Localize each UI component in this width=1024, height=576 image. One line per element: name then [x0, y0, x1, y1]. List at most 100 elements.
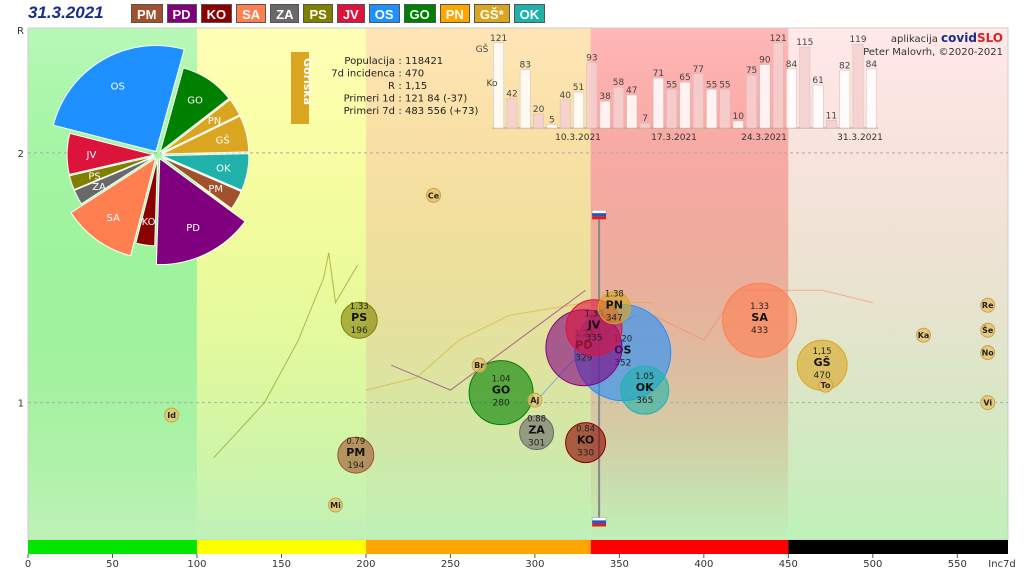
daily-bar-2 [519, 69, 531, 129]
daily-bar-value: 38 [599, 92, 611, 102]
pie-slice-label: PD [186, 223, 200, 234]
pie-slice-11[interactable] [66, 132, 155, 176]
stat-value-2: 1,15 [405, 81, 427, 92]
bubble-inc-label: 280 [493, 399, 510, 409]
xtick-label-1: 50 [106, 559, 119, 570]
bubble-r-label: 1.38 [605, 290, 624, 300]
pie-slice-0[interactable] [52, 45, 185, 153]
bubble-inc-label: 365 [636, 396, 653, 406]
town-code-label: Vi [983, 399, 992, 408]
stat-value-3: 121 84 (-37) [405, 94, 467, 105]
town-marker-6[interactable]: To [818, 377, 834, 393]
bubble-inc-label: 196 [351, 326, 368, 336]
pie-slice-7[interactable] [135, 158, 158, 247]
brand-covid[interactable]: covid [941, 31, 977, 45]
stat-value-1: 470 [405, 69, 424, 80]
daily-bar-value: 84 [866, 60, 878, 70]
stat-colon-1: : [398, 69, 401, 80]
bubble-r-label: 1.20 [613, 335, 632, 345]
pie-slice-10[interactable] [68, 155, 155, 191]
region-tab-0[interactable]: PM [131, 4, 163, 23]
pie-slice-2[interactable] [161, 98, 241, 154]
region-tab-4[interactable]: ZA [270, 4, 300, 23]
xtick-label-11: 550 [948, 559, 967, 570]
pie-slice-9[interactable] [73, 156, 155, 205]
pie-slice-6[interactable] [155, 157, 246, 266]
region-tab-5[interactable]: PS [303, 4, 333, 23]
region-tag-label: Goriška [301, 58, 314, 105]
region-tab-10[interactable]: GŠ* [473, 4, 510, 23]
region-tab-9[interactable]: PN [439, 4, 470, 23]
brand-slo[interactable]: SLO [977, 31, 1003, 45]
daily-prefix-label-0: GŠ [476, 43, 489, 55]
town-marker-3[interactable]: Aj [527, 392, 543, 408]
pie-slice-8[interactable] [70, 157, 157, 257]
town-marker-0[interactable]: Id [164, 407, 180, 423]
region-tab-3[interactable]: SA [236, 4, 267, 23]
pie-slice-label: OS [111, 81, 125, 92]
ytick-label-0: 1 [18, 399, 24, 410]
region-tab-6[interactable]: JV [336, 4, 365, 23]
bubble-code-label: ZA [528, 424, 545, 437]
pie-slice-label: KO [142, 217, 156, 228]
town-marker-9[interactable]: No [980, 345, 996, 361]
bubble-inc-label: 347 [606, 314, 623, 324]
daily-bar-value: 82 [839, 61, 850, 71]
pie-slice-5[interactable] [161, 156, 242, 210]
daily-bar-22 [786, 68, 797, 129]
daily-bar-value: 65 [679, 73, 690, 83]
daily-bar-7 [586, 62, 598, 129]
town-marker-2[interactable]: Br [471, 357, 487, 373]
daily-bar-value: 121 [770, 34, 787, 44]
bubble-inc-label: 330 [577, 449, 594, 459]
daily-bar-10 [626, 94, 638, 129]
pie-slice-4[interactable] [161, 153, 250, 191]
daily-bar-15 [692, 73, 704, 129]
credits-line1: aplikacija covidSLO [891, 31, 1003, 45]
bubble-inc-label: 301 [528, 439, 545, 449]
bubble-code-label: PS [351, 311, 367, 324]
region-tab-7[interactable]: OS [368, 4, 400, 23]
daily-bar-25 [826, 120, 837, 129]
town-code-label: Mi [330, 501, 341, 510]
bubble-inc-label: 194 [347, 461, 364, 471]
daily-bar-value: 55 [719, 80, 730, 90]
region-tab-1[interactable]: PD [166, 4, 197, 23]
pie-slice-label: GŠ [216, 133, 230, 146]
pie-slice-1[interactable] [159, 67, 230, 153]
pie-slice-3[interactable] [161, 115, 250, 155]
daily-bar-3 [533, 113, 544, 129]
bubble-code-label: JV [587, 319, 601, 332]
region-tab-2[interactable]: KO [200, 4, 233, 23]
bubble-r-label: 0.88 [527, 415, 546, 425]
daily-bar-value: 5 [549, 115, 555, 125]
town-marker-4[interactable]: Mi [328, 497, 344, 513]
town-marker-1[interactable]: Ce [426, 187, 442, 203]
region-tab-11[interactable]: OK [513, 4, 546, 23]
daily-bar-value: 75 [746, 66, 757, 76]
stat-label-1: 7d incidenca [331, 69, 395, 80]
town-marker-8[interactable]: Še [980, 322, 996, 338]
region-tab-8[interactable]: GO [403, 4, 436, 23]
bubble-code-label: KO [577, 434, 594, 447]
pie-slice-label: PN [208, 116, 222, 127]
zone-bg-2 [365, 28, 591, 540]
stat-colon-0: : [398, 56, 401, 67]
daily-date-label-2: 24.3.2021 [741, 133, 787, 143]
trail-line-0 [213, 252, 358, 458]
town-marker-5[interactable]: Ka [916, 327, 932, 343]
town-marker-7[interactable]: Re [980, 297, 996, 313]
daily-bar-value: 93 [586, 54, 597, 64]
daily-bar-23 [799, 46, 811, 129]
town-marker-10[interactable]: Vi [980, 395, 996, 411]
